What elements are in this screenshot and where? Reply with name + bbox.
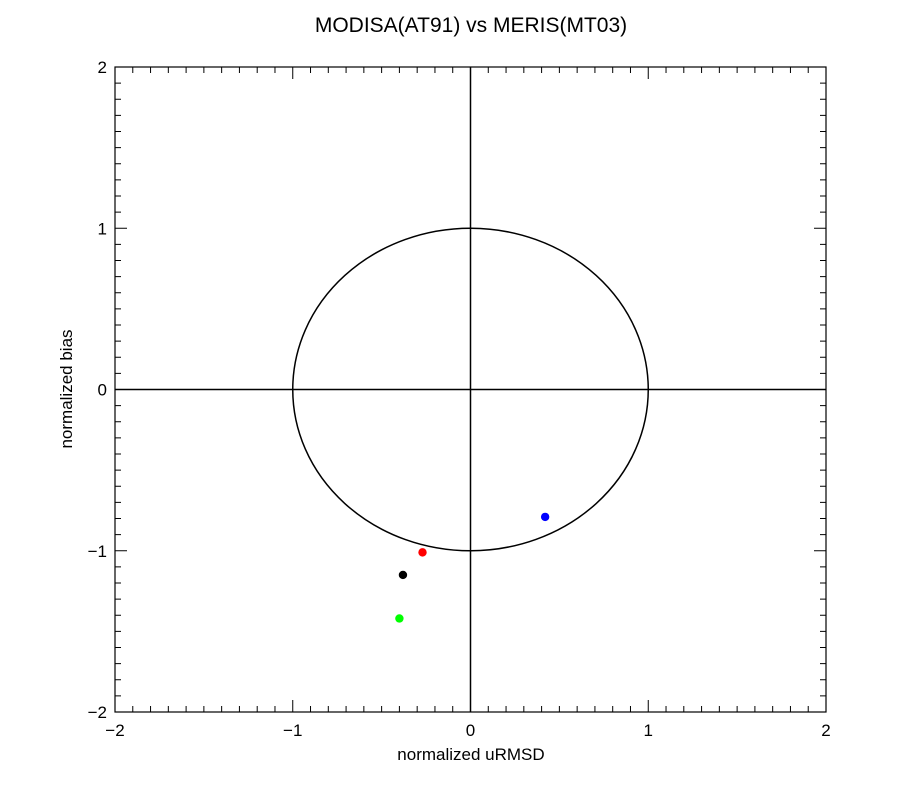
y-tick-label: 0 bbox=[98, 381, 107, 400]
data-point bbox=[395, 614, 404, 623]
y-tick-label: −1 bbox=[88, 542, 107, 561]
y-tick-label: −2 bbox=[88, 703, 107, 722]
x-tick-label: −1 bbox=[283, 721, 302, 740]
x-tick-label: 1 bbox=[644, 721, 653, 740]
reference-circle bbox=[292, 227, 649, 552]
x-tick-label: 0 bbox=[466, 721, 475, 740]
y-tick-label: 2 bbox=[98, 58, 107, 77]
chart-title: MODISA(AT91) vs MERIS(MT03) bbox=[315, 14, 627, 37]
y-tick-label: 1 bbox=[98, 219, 107, 238]
x-axis-label: normalized uRMSD bbox=[397, 745, 544, 764]
y-axis-label: normalized bias bbox=[57, 329, 76, 448]
data-point bbox=[418, 548, 427, 557]
x-tick-label: −2 bbox=[105, 721, 124, 740]
plot-area: −2 −1 0 1 2 −2 −1 0 1 2 bbox=[88, 58, 831, 740]
data-point bbox=[398, 570, 408, 580]
x-tick-label: 2 bbox=[821, 721, 830, 740]
data-point bbox=[540, 512, 550, 522]
